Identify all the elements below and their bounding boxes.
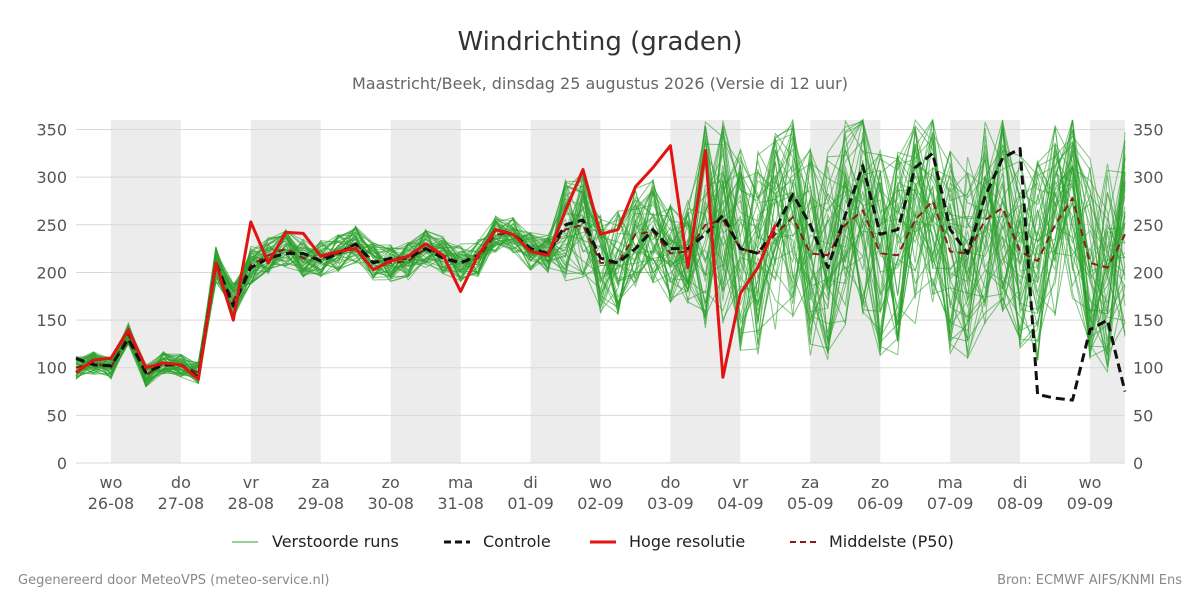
x-axis: wo 26-08 do 27-08 vr 28-08 za 29-08 zo 30-08 ma 31-…: [88, 473, 1114, 513]
x-tick-day-4: zo: [382, 473, 400, 492]
x-tick-date-2: 28-08: [228, 494, 275, 513]
x-tick-day-11: zo: [871, 473, 889, 492]
x-tick-day-2: vr: [243, 473, 259, 492]
y-tick-left-200: 200: [36, 263, 67, 282]
y-tick-right-0: 0: [1133, 454, 1143, 473]
y-tick-left-50: 50: [47, 406, 67, 425]
x-tick-day-3: za: [312, 473, 330, 492]
x-tick-date-1: 27-08: [158, 494, 205, 513]
chart-subtitle: Maastricht/Beek, dinsdag 25 augustus 202…: [352, 74, 848, 93]
y-tick-left-350: 350: [36, 121, 67, 140]
y-axis-left: 0 50 100 150 200 250 300 350: [36, 121, 67, 473]
chart-title: Windrichting (graden): [457, 27, 742, 57]
ensemble-member-43: [75, 154, 1126, 381]
legend-label-controle: Controle: [483, 532, 551, 551]
shaded-day-1: [250, 120, 321, 463]
series-p50: [75, 197, 1126, 377]
x-tick-day-1: do: [171, 473, 191, 492]
y-tick-left-300: 300: [36, 168, 67, 187]
ensemble-member-50: [75, 127, 1126, 388]
ensemble-member-39: [75, 118, 1126, 374]
x-tick-day-13: di: [1013, 473, 1028, 492]
y-tick-right-200: 200: [1133, 263, 1164, 282]
x-tick-date-10: 05-09: [787, 494, 834, 513]
x-tick-day-8: do: [660, 473, 680, 492]
y-tick-right-50: 50: [1133, 406, 1153, 425]
footer-source: Bron: ECMWF AIFS/KNMI Ens: [997, 573, 1182, 588]
shaded-day-0: [110, 120, 181, 463]
x-tick-date-0: 26-08: [88, 494, 135, 513]
x-tick-date-13: 08-09: [997, 494, 1044, 513]
x-tick-day-5: ma: [448, 473, 473, 492]
ensemble-member-46: [75, 152, 1126, 384]
x-tick-date-9: 04-09: [717, 494, 764, 513]
footer-generated-by: Gegenereerd door MeteoVPS (meteo-service…: [18, 573, 329, 588]
y-tick-left-150: 150: [36, 311, 67, 330]
legend-label-ensemble: Verstoorde runs: [272, 532, 399, 551]
x-tick-day-6: di: [523, 473, 538, 492]
y-tick-left-100: 100: [36, 359, 67, 378]
x-tick-day-12: ma: [937, 473, 962, 492]
shaded-day-2: [390, 120, 461, 463]
series-hoge-resolutie: [75, 144, 777, 381]
x-tick-date-3: 29-08: [298, 494, 345, 513]
legend: Verstoorde runs Controle Hoge resolutie …: [232, 532, 954, 551]
shaded-day-3: [530, 120, 601, 463]
x-tick-date-11: 06-09: [857, 494, 904, 513]
y-tick-right-250: 250: [1133, 216, 1164, 235]
x-tick-date-5: 31-08: [437, 494, 484, 513]
x-tick-day-0: wo: [100, 473, 123, 492]
y-tick-left-0: 0: [57, 454, 67, 473]
x-tick-date-6: 01-09: [507, 494, 554, 513]
x-tick-date-12: 07-09: [927, 494, 974, 513]
y-tick-right-100: 100: [1133, 359, 1164, 378]
x-tick-day-14: wo: [1079, 473, 1102, 492]
x-tick-date-8: 03-09: [647, 494, 694, 513]
y-axis-right: 0 50 100 150 200 250 300 350: [1133, 121, 1164, 473]
legend-label-hoge-resolutie: Hoge resolutie: [629, 532, 745, 551]
y-tick-left-250: 250: [36, 216, 67, 235]
ensemble-members: [75, 118, 1126, 388]
x-tick-day-7: wo: [589, 473, 612, 492]
x-tick-day-10: za: [801, 473, 819, 492]
series-controle: [75, 147, 1127, 402]
x-tick-date-4: 30-08: [367, 494, 414, 513]
x-tick-date-7: 02-09: [577, 494, 624, 513]
x-tick-day-9: vr: [732, 473, 748, 492]
x-tick-date-14: 09-09: [1067, 494, 1114, 513]
main-series: [75, 144, 1127, 402]
ensemble-member-48: [75, 149, 1126, 380]
legend-label-p50: Middelste (P50): [829, 532, 954, 551]
y-tick-right-300: 300: [1133, 168, 1164, 187]
y-tick-right-350: 350: [1133, 121, 1164, 140]
y-tick-right-150: 150: [1133, 311, 1164, 330]
